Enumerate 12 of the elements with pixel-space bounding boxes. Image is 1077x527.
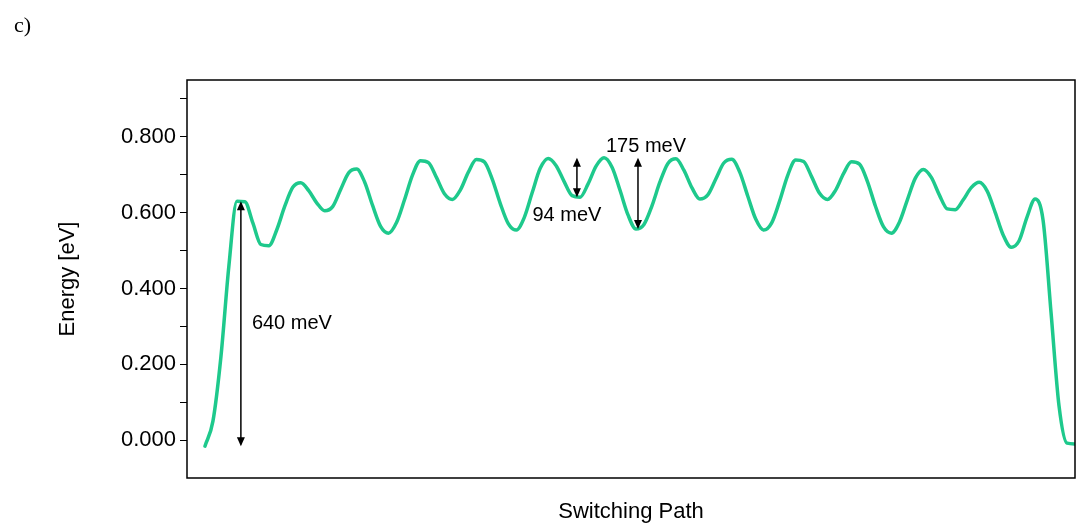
x-axis-title: Switching Path	[558, 497, 704, 523]
chart-title: c)	[14, 12, 32, 38]
annotation: 94 meV	[532, 202, 603, 225]
y-tick-label: 0.800	[120, 122, 176, 148]
y-tick-label: 0.400	[120, 274, 176, 300]
y-tick-label: 0.000	[120, 426, 176, 452]
annotation: 175 meV	[605, 133, 687, 156]
y-tick-label: 0.200	[120, 350, 176, 376]
line-series	[203, 155, 1075, 448]
y-tick-label: 0.600	[120, 198, 176, 224]
y-axis-title: Energy [eV]	[54, 221, 80, 337]
annotation: 640 meV	[251, 311, 333, 334]
